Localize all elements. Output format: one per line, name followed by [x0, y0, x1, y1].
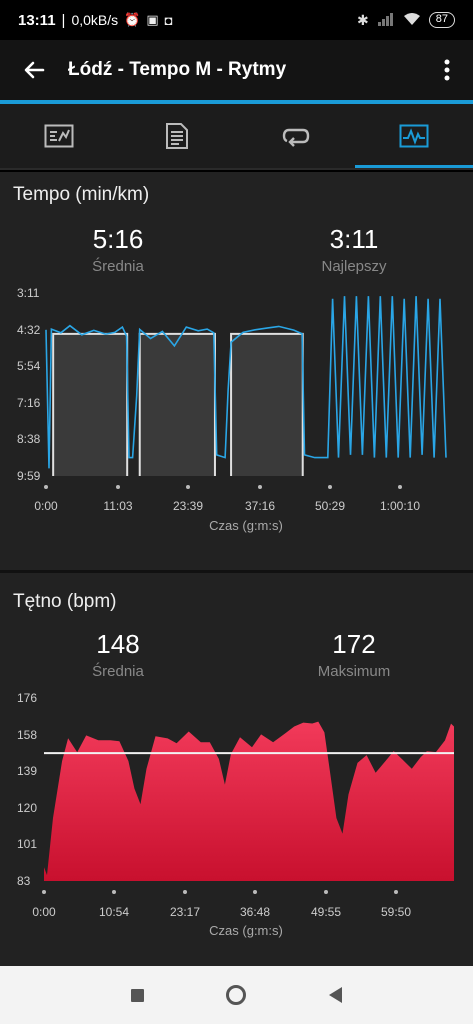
heart-y-tick: 176	[17, 691, 38, 705]
pace-x-tick-dot	[186, 485, 190, 489]
pace-panel: Tempo (min/km) 5:16 Średnia 3:11 Najleps…	[0, 172, 473, 570]
pace-chart	[45, 296, 447, 476]
heart-x-tick-dot	[183, 890, 187, 894]
pace-title: Tempo (min/km)	[13, 184, 150, 205]
app-bar: Łódź - Tempo M - Rytmy	[0, 40, 473, 100]
pace-x-title: Czas (g:m:s)	[209, 518, 283, 533]
recent-apps-button[interactable]	[131, 988, 145, 1002]
page-title: Łódź - Tempo M - Rytmy	[68, 59, 287, 80]
battery-indicator: 87	[428, 12, 455, 28]
pace-y-tick: 8:38	[17, 432, 41, 447]
tab-details[interactable]	[118, 104, 236, 168]
pace-line	[45, 296, 447, 469]
pace-x-tick: 50:29	[314, 499, 346, 513]
pace-segment	[53, 333, 128, 476]
status-speed: 0,0kB/s	[71, 12, 119, 28]
pace-x-tick-dot	[44, 485, 48, 489]
tab-summary[interactable]	[0, 104, 118, 168]
heart-x-tick: 59:50	[380, 905, 412, 919]
heart-x-tick: 0:00	[32, 905, 56, 919]
more-vert-icon	[444, 59, 450, 81]
pace-x-tick-dot	[398, 485, 402, 489]
heart-y-tick: 83	[17, 874, 31, 888]
heart-y-tick: 158	[17, 727, 38, 742]
status-separator: |	[61, 11, 66, 29]
system-back-button[interactable]	[328, 987, 342, 1003]
tab-divider	[0, 168, 473, 170]
heart-x-tick-dot	[324, 890, 328, 894]
pace-x-tick: 23:39	[172, 499, 204, 513]
heart-avg-label: Średnia	[92, 663, 144, 680]
panel-divider	[0, 570, 473, 573]
heart-y-tick: 101	[17, 837, 38, 852]
pace-x-tick-dot	[328, 485, 332, 489]
pace-avg-value: 5:16	[92, 224, 144, 254]
heart-x-tick: 49:55	[310, 905, 342, 919]
pace-y-tick: 9:59	[17, 469, 41, 483]
tab-bar	[0, 104, 473, 168]
heart-x-tick-dot	[42, 890, 46, 894]
app-notification-icon: ◘	[164, 12, 173, 28]
pace-best-value: 3:11	[329, 224, 379, 254]
arrow-left-icon	[24, 61, 45, 79]
heart-y-tick: 120	[17, 800, 38, 815]
heart-x-tick: 23:17	[169, 905, 201, 919]
laps-icon	[282, 128, 309, 147]
pace-y-tick: 7:16	[17, 395, 41, 410]
heart-avg-value: 148	[96, 629, 140, 659]
heart-x-tick-dot	[253, 890, 257, 894]
back-button[interactable]	[0, 40, 68, 100]
pace-x-tick-dot	[258, 485, 262, 489]
pace-x-tick: 1:00:10	[379, 499, 421, 513]
heart-area	[44, 721, 454, 881]
details-icon	[166, 123, 189, 149]
tab-charts[interactable]	[354, 104, 473, 168]
status-time: 13:11	[18, 11, 56, 29]
system-nav-bar	[0, 966, 473, 1024]
heart-y-tick: 139	[17, 764, 38, 779]
pace-avg-label: Średnia	[92, 258, 144, 275]
pace-best-label: Najlepszy	[321, 258, 387, 275]
pace-x-tick-dot	[116, 485, 120, 489]
pace-segment	[231, 333, 303, 476]
bluetooth-icon: ✱	[357, 11, 369, 28]
signal-icon	[377, 12, 395, 29]
tab-laps[interactable]	[237, 104, 355, 168]
pace-y-tick: 4:32	[17, 322, 41, 337]
heart-max-label: Maksimum	[317, 663, 391, 680]
accent-line	[0, 100, 473, 104]
pace-y-tick: 5:54	[17, 359, 41, 374]
pace-x-tick: 11:03	[103, 499, 133, 513]
heart-panel: Tętno (bpm) 148 Średnia 172 Maksimum 176…	[0, 573, 473, 966]
alarm-icon: ⏰	[124, 12, 141, 27]
heart-x-tick: 10:54	[98, 905, 130, 919]
wifi-icon	[403, 12, 421, 29]
home-button[interactable]	[226, 985, 247, 1005]
heart-chart	[44, 721, 454, 881]
heart-title: Tętno (bpm)	[13, 591, 117, 612]
heart-x-tick: 36:48	[239, 905, 271, 919]
status-bar: 13:11 | 0,0kB/s ⏰ ▣ ◘ ✱ 87	[0, 0, 473, 40]
charts-icon	[399, 124, 429, 148]
heart-x-title: Czas (g:m:s)	[209, 923, 283, 938]
notification-icon: ▣	[146, 12, 159, 27]
heart-max-value: 172	[332, 629, 376, 659]
heart-x-tick-dot	[112, 890, 116, 894]
heart-x-tick-dot	[394, 890, 398, 894]
overflow-menu-button[interactable]	[421, 40, 473, 100]
summary-icon	[44, 124, 74, 148]
pace-x-tick: 0:00	[34, 499, 58, 513]
pace-x-tick: 37:16	[244, 499, 276, 513]
pace-y-tick: 3:11	[17, 286, 40, 300]
pace-segment	[139, 333, 215, 476]
